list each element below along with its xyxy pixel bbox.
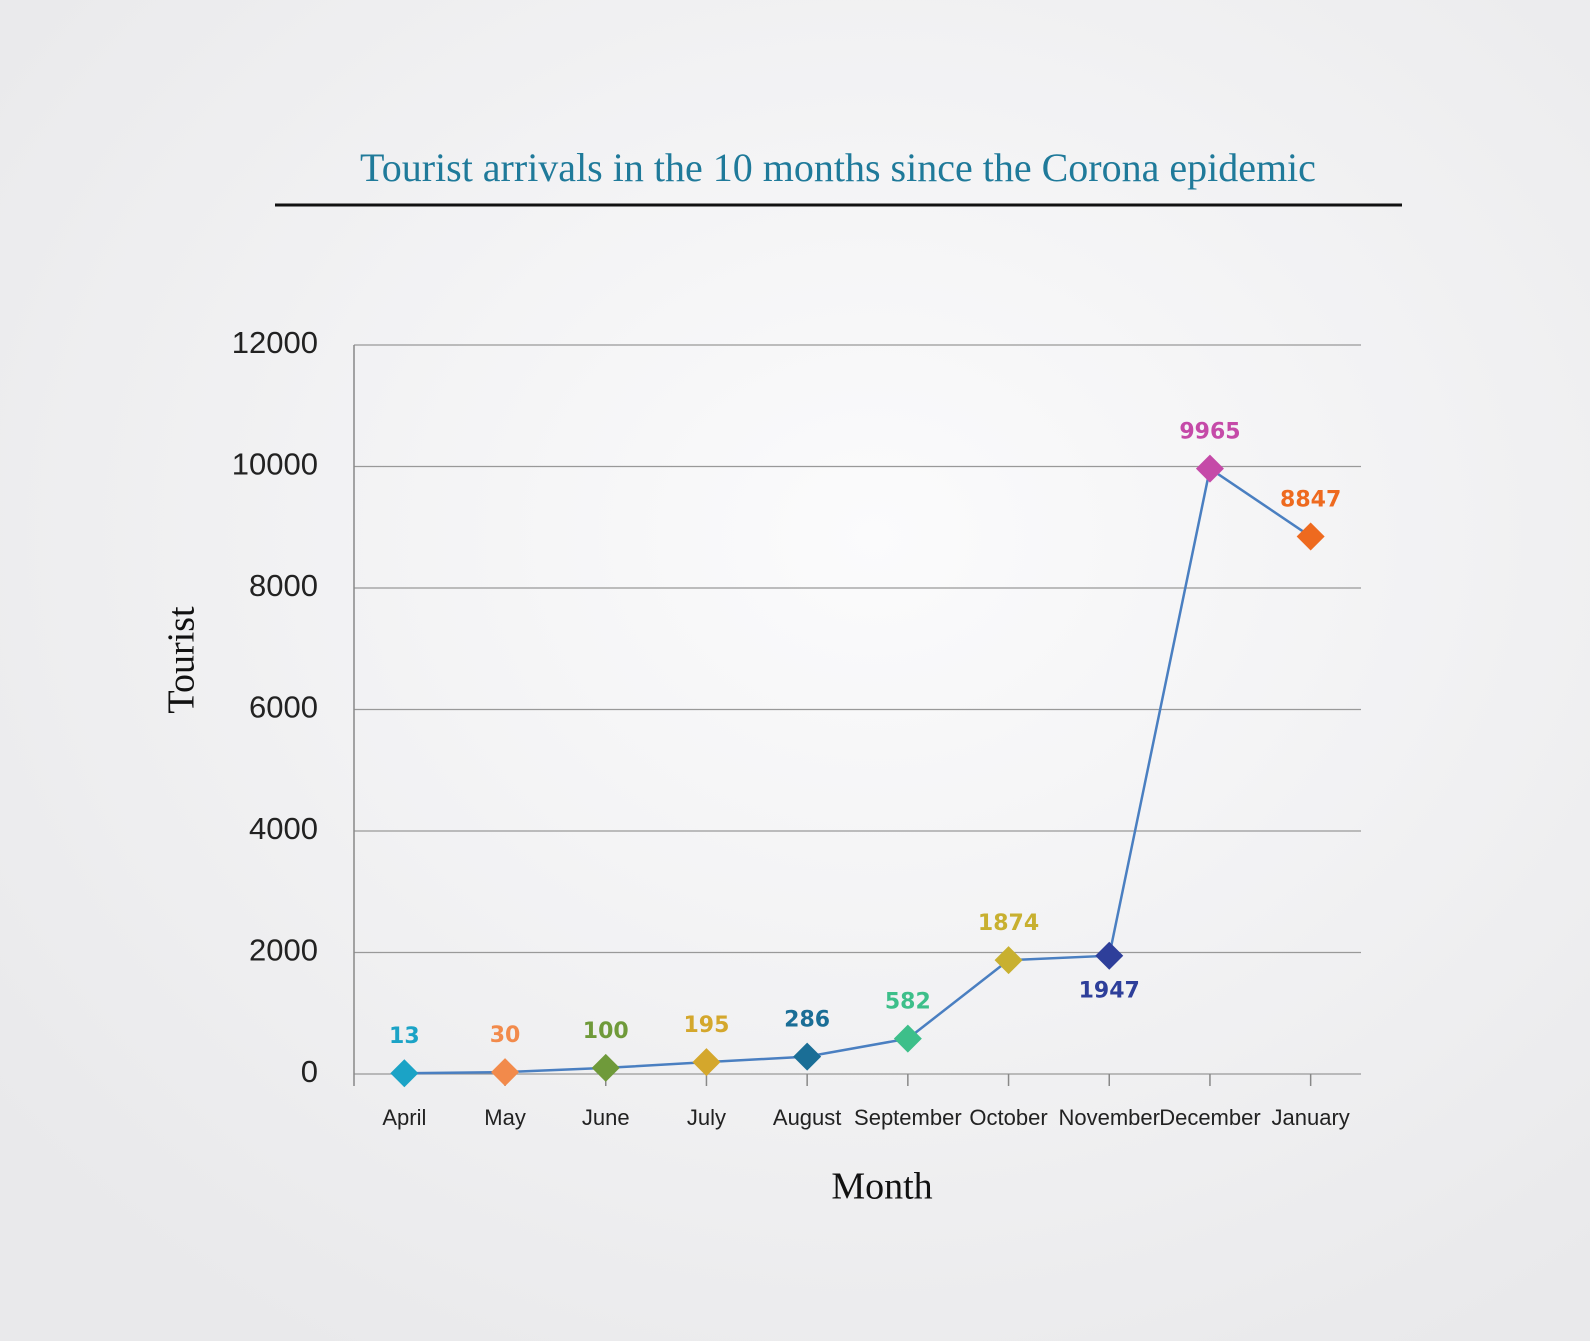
y-tick-label: 12000 — [232, 325, 318, 360]
marker — [1195, 454, 1224, 483]
value-label: 286 — [784, 1008, 830, 1033]
marker — [491, 1058, 520, 1087]
x-tick-label: April — [382, 1105, 426, 1130]
value-label: 1874 — [978, 911, 1039, 936]
x-tick-label: June — [582, 1105, 630, 1130]
line — [404, 466, 1312, 1075]
x-axis-title: Month — [831, 1166, 932, 1208]
x-tick-label: July — [687, 1105, 726, 1130]
x-tick-label: September — [854, 1105, 962, 1130]
value-label: 9965 — [1179, 420, 1240, 445]
x-tick-label: May — [484, 1105, 526, 1130]
y-tick-label: 0 — [301, 1054, 318, 1089]
y-tick-label: 2000 — [249, 933, 318, 968]
marker — [994, 946, 1023, 975]
marker — [591, 1053, 620, 1082]
x-tick-label: August — [773, 1105, 842, 1130]
x-tick-label: January — [1272, 1105, 1350, 1130]
value-label: 582 — [885, 990, 931, 1015]
y-tick-label: 6000 — [249, 690, 318, 725]
y-axis-title: Tourist — [161, 606, 203, 714]
chart-title: Tourist arrivals in the 10 months since … — [360, 145, 1316, 190]
x-tick-label: October — [969, 1105, 1047, 1130]
marker — [692, 1048, 721, 1077]
y-tick-label: 8000 — [249, 568, 318, 603]
value-label: 13 — [389, 1024, 420, 1049]
x-tick-label: December — [1159, 1105, 1260, 1130]
marker — [390, 1059, 419, 1088]
value-label: 8847 — [1280, 488, 1341, 513]
y-tick-label: 10000 — [232, 447, 318, 482]
marker — [1095, 941, 1124, 970]
value-label: 1947 — [1079, 979, 1140, 1004]
marker — [793, 1042, 822, 1071]
marker — [1296, 522, 1325, 551]
marker — [893, 1024, 922, 1053]
y-tick-label: 4000 — [249, 811, 318, 846]
value-label: 195 — [683, 1013, 729, 1038]
value-label: 100 — [583, 1019, 629, 1044]
value-label: 30 — [490, 1023, 521, 1048]
x-tick-label: November — [1059, 1105, 1160, 1130]
